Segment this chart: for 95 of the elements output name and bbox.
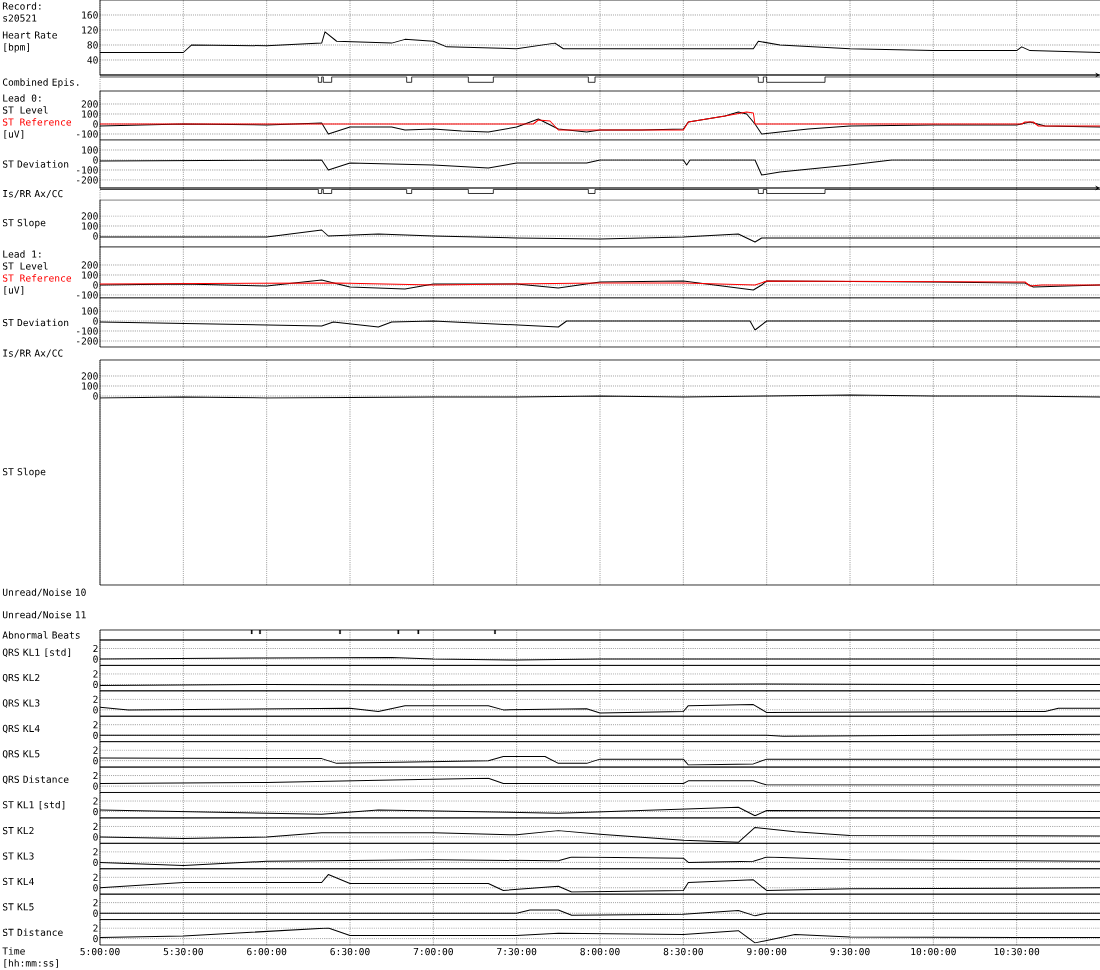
y-axis-title: ST KL4 xyxy=(2,877,34,886)
y-tick-label: 2 xyxy=(93,848,98,856)
y-tick-label: -200 xyxy=(76,337,98,345)
y-tick-label: 0 xyxy=(93,782,98,790)
x-tick-label: 8:00:00 xyxy=(580,947,620,956)
y-axis-title: QRS KL2 xyxy=(2,673,40,683)
text: Record: s20521 xyxy=(2,2,41,22)
x-tick-label: 5:30:00 xyxy=(163,947,203,956)
y-tick-label: 0 xyxy=(93,858,98,867)
text: Unread/Noise 11 xyxy=(2,610,86,620)
y-axis-title: QRS KL5 xyxy=(2,750,40,759)
y-tick-label: 200 xyxy=(81,100,98,108)
y-tick-label: 0 xyxy=(93,807,98,816)
y-axis-title: QRS KL1 [std] xyxy=(2,648,71,657)
y-tick-label: 0 xyxy=(93,232,98,240)
y-tick-label: 100 xyxy=(82,222,98,230)
y-tick-label: 0 xyxy=(93,317,98,325)
y-tick-label: 0 xyxy=(93,281,98,289)
x-tick-label: 10:00:00 xyxy=(911,947,956,956)
x-tick-label: 7:30:00 xyxy=(497,947,537,956)
y-tick-label: 2 xyxy=(93,924,98,932)
y-tick-label: 120 xyxy=(82,26,98,34)
x-tick-label: 10:30:00 xyxy=(994,947,1040,956)
y-axis-title: ST Slope xyxy=(2,467,46,478)
y-tick-label: 0 xyxy=(93,731,98,739)
y-axis-title: ST KL3 xyxy=(2,852,34,860)
y-axis-title: ST Distance xyxy=(2,928,63,936)
y-tick-label: 2 xyxy=(93,822,98,830)
y-axis-title: [uV] xyxy=(4,286,24,295)
y-tick-label: 160 xyxy=(82,11,98,19)
y-axis-title: QRS KL3 xyxy=(2,699,40,708)
y-tick-label: -100 xyxy=(76,291,98,299)
y-axis-title: ST KL5 xyxy=(2,903,34,911)
text: Unread/Noise 10 xyxy=(2,588,86,597)
x-tick-label: 6:00:00 xyxy=(247,947,287,956)
y-tick-label: 2 xyxy=(93,899,98,907)
y-tick-label: 2 xyxy=(93,644,98,653)
y-axis-title: Abnormal Beats xyxy=(2,631,80,639)
y-tick-label: 0 xyxy=(93,884,98,892)
text: ST Reference xyxy=(2,274,72,282)
y-tick-label: -100 xyxy=(76,166,98,174)
y-tick-label: 2 xyxy=(93,797,98,805)
y-axis-title: ST Slope xyxy=(2,218,46,229)
y-tick-label: 0 xyxy=(93,655,98,663)
y-axis-title: ST KL1 [std] xyxy=(2,800,65,810)
text: Lead 0: xyxy=(3,94,41,102)
y-tick-label: -100 xyxy=(76,130,98,138)
x-tick-label: 6:30:00 xyxy=(330,947,370,956)
y-tick-label: 100 xyxy=(82,146,98,154)
x-tick-label: 8:30:00 xyxy=(663,947,703,956)
y-tick-label: 100 xyxy=(82,382,98,390)
y-axis-title: [uV] xyxy=(4,130,24,139)
y-tick-label: 100 xyxy=(82,307,98,315)
y-axis-title: Combined Epis. xyxy=(2,78,79,88)
y-tick-label: 0 xyxy=(93,392,98,400)
y-tick-label: -200 xyxy=(76,176,98,184)
y-tick-label: 0 xyxy=(93,757,98,765)
y-tick-label: 0 xyxy=(93,156,98,164)
y-tick-label: 0 xyxy=(93,120,98,128)
y-axis-title: QRS KL4 xyxy=(2,724,40,734)
y-tick-label: 2 xyxy=(93,746,98,754)
x-axis-title: Time [hh:mm:ss] xyxy=(2,947,58,968)
y-tick-label: 100 xyxy=(82,271,98,279)
y-tick-label: 80 xyxy=(87,41,98,49)
x-tick-label: 9:00:00 xyxy=(747,947,787,956)
x-tick-label: 7:00:00 xyxy=(413,947,453,956)
text: Is/RR Ax/CC xyxy=(3,349,63,358)
y-tick-label: 200 xyxy=(81,261,98,269)
y-tick-label: 2 xyxy=(93,771,98,780)
y-tick-label: 200 xyxy=(81,372,98,380)
y-tick-label: 40 xyxy=(87,56,98,64)
y-tick-label: 0 xyxy=(93,909,98,917)
y-tick-label: 200 xyxy=(81,212,98,220)
text: ST Level xyxy=(2,106,48,114)
text: ST Level xyxy=(2,262,48,270)
y-axis-title: Heart Rate [bpm] xyxy=(2,31,57,53)
y-axis-title: QRS Distance xyxy=(2,775,69,785)
y-tick-label: 2 xyxy=(93,670,98,678)
text: Lead 1: xyxy=(3,250,41,258)
x-tick-label: 9:30:00 xyxy=(830,947,870,956)
y-tick-label: 2 xyxy=(93,873,98,881)
y-tick-label: 2 xyxy=(93,721,98,729)
y-axis-title: ST Deviation xyxy=(2,318,69,327)
y-axis-title: ST KL2 xyxy=(2,826,34,835)
x-tick-label: 5:00:00 xyxy=(80,947,120,956)
y-tick-label: 100 xyxy=(82,110,98,118)
y-tick-label: 2 xyxy=(93,695,98,703)
y-tick-label: 0 xyxy=(93,680,98,689)
y-axis-title: ST Deviation xyxy=(2,160,69,168)
y-tick-label: 0 xyxy=(93,935,98,943)
text: ST Reference xyxy=(2,118,72,126)
y-tick-label: -100 xyxy=(76,327,98,335)
y-tick-label: 0 xyxy=(93,833,98,841)
y-axis-title: Is/RR Ax/CC xyxy=(3,189,63,199)
y-tick-label: 0 xyxy=(93,706,98,714)
